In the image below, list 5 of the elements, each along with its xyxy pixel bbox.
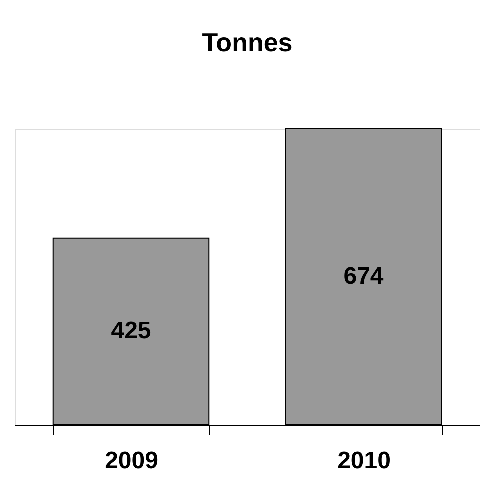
chart-title: Tonnes	[202, 28, 293, 58]
data-label: 425	[111, 318, 152, 345]
data-label: 674	[344, 263, 384, 290]
x-tick-label: 2009	[105, 448, 158, 474]
x-tick-label: 2010	[338, 448, 391, 474]
